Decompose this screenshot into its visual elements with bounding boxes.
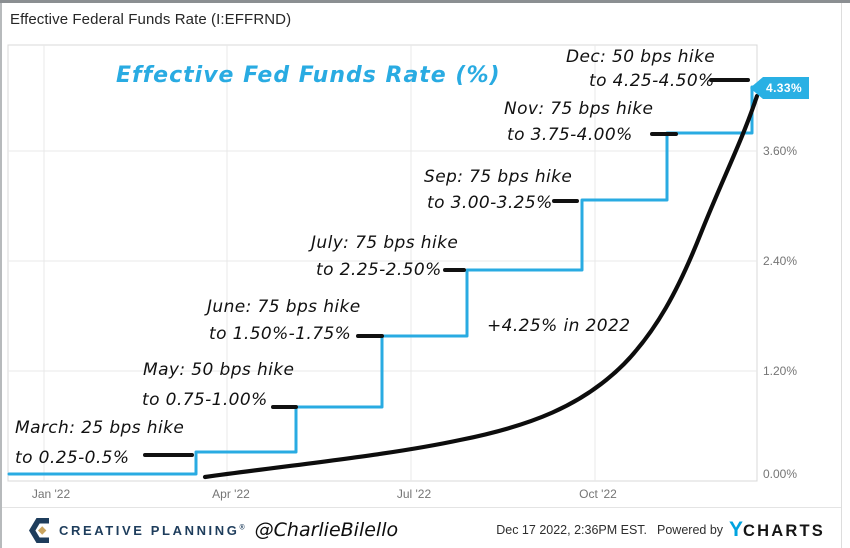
- annotation-dec-line2: to 4.25-4.50%: [589, 71, 715, 91]
- plot-area[interactable]: [0, 3, 850, 508]
- creative-planning-text: CREATIVE PLANNING: [59, 522, 240, 538]
- twitter-handle[interactable]: @CharlieBilello: [254, 519, 399, 541]
- trademark-symbol: ®: [239, 524, 245, 532]
- ycharts-logo-y: Y: [729, 518, 744, 541]
- y-tick-label: 2.40%: [763, 254, 798, 268]
- last-value-badge: 4.33%: [750, 77, 810, 99]
- footer-branding: CREATIVE PLANNING® @CharlieBilello: [28, 508, 398, 548]
- page-title: Effective Federal Funds Rate (I:EFFRND): [10, 11, 292, 28]
- y-tick-label: 0.00%: [763, 467, 798, 481]
- annotation-dec-line1: Dec: 50 bps hike: [566, 47, 716, 67]
- ycharts-logo[interactable]: Y CHARTS: [729, 518, 825, 542]
- annotation-nov-line1: Nov: 75 bps hike: [504, 99, 654, 119]
- annotation-nov-line2: to 3.75-4.00%: [507, 125, 633, 145]
- creative-planning-logo-icon: [29, 517, 49, 543]
- annotation-sep-line1: Sep: 75 bps hike: [424, 167, 573, 187]
- ycharts-logo-text: CHARTS: [743, 522, 825, 540]
- annotation-total-gain: +4.25% in 2022: [487, 316, 631, 336]
- annotation-july-line2: to 2.25-2.50%: [316, 260, 442, 280]
- annotation-june-line2: to 1.50%-1.75%: [209, 324, 352, 344]
- x-tick-label: Jul '22: [396, 487, 432, 501]
- annotation-pointer-dashes: [143, 78, 750, 457]
- in-chart-title: Effective Fed Funds Rate (%): [116, 63, 501, 88]
- window-left-edge: [0, 3, 2, 548]
- cumulative-curve-line: [202, 93, 760, 480]
- rate-step-line: [7, 85, 760, 476]
- plot-border: [7, 44, 758, 482]
- chart-right-border: [841, 3, 842, 548]
- annotation-may-line2: to 0.75-1.00%: [142, 390, 268, 410]
- footer-bar: CREATIVE PLANNING® @CharlieBilello Dec 1…: [0, 507, 842, 548]
- chart-timestamp: Dec 17 2022, 2:36PM EST.: [496, 523, 648, 537]
- annotation-july-line1: July: 75 bps hike: [311, 233, 459, 253]
- annotation-sep-line2: to 3.00-3.25%: [427, 193, 553, 213]
- y-tick-label: 3.60%: [763, 144, 798, 158]
- y-tick-label: 1.20%: [763, 364, 798, 378]
- powered-by-label: Powered by: [657, 523, 724, 537]
- x-tick-label: Apr '22: [212, 487, 250, 501]
- annotation-march-line2: to 0.25-0.5%: [15, 448, 130, 468]
- vertical-gridlines: [43, 45, 596, 481]
- creative-planning-wordmark: CREATIVE PLANNING®: [59, 523, 245, 538]
- annotation-june-line1: June: 75 bps hike: [207, 297, 361, 317]
- annotation-march-line1: March: 25 bps hike: [15, 418, 185, 438]
- annotation-may-line1: May: 50 bps hike: [143, 360, 295, 380]
- x-tick-label: Jan '22: [31, 487, 71, 501]
- x-tick-label: Oct '22: [579, 487, 617, 501]
- footer-attribution: Dec 17 2022, 2:36PM EST. Powered by Y CHA…: [496, 508, 825, 548]
